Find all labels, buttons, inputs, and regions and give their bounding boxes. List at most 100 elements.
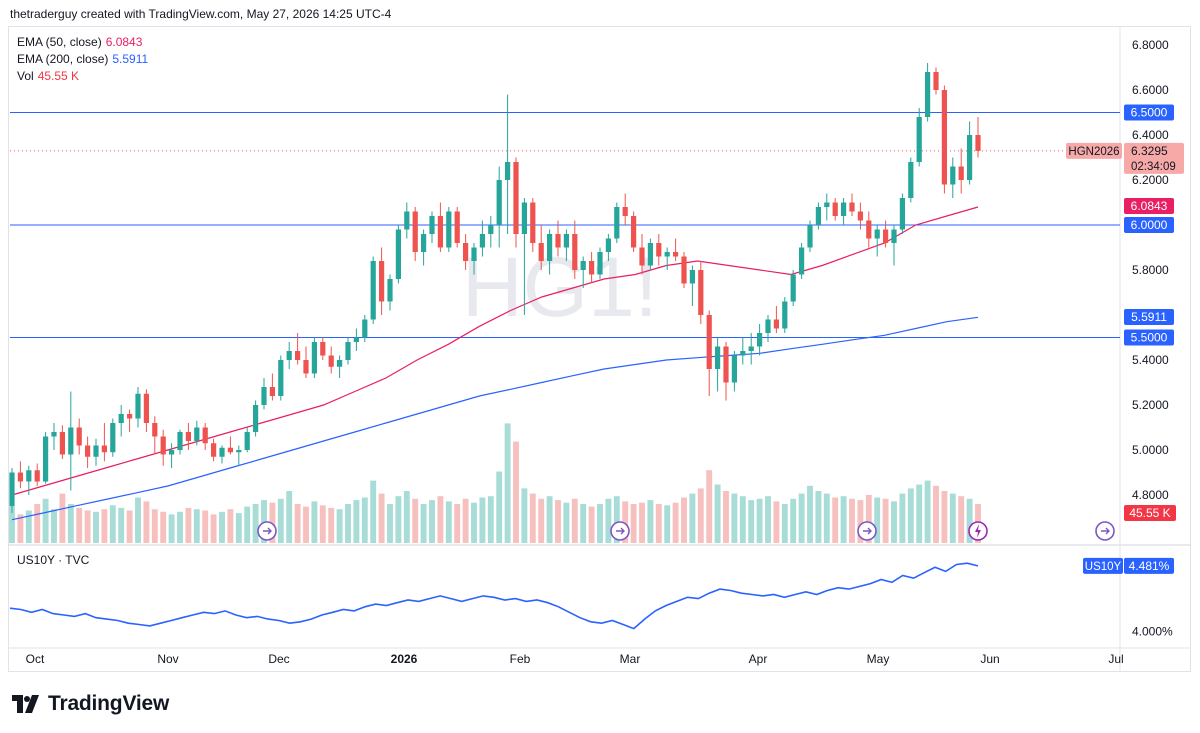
volume-bar	[93, 511, 99, 543]
volume-bar	[622, 501, 629, 543]
bar-countdown-label: 02:34:09	[1131, 161, 1176, 173]
candle-body	[950, 166, 956, 185]
candle-body	[202, 427, 208, 444]
volume-bar	[840, 496, 847, 543]
time-tick-label: Jun	[980, 652, 999, 666]
candle-body	[891, 229, 897, 243]
volume-bar	[42, 498, 49, 543]
tradingview-logo-icon	[12, 695, 39, 713]
candle-body	[320, 342, 326, 356]
candle-body	[177, 432, 183, 450]
volume-bar	[555, 500, 561, 543]
candle-body	[630, 216, 637, 248]
arrow-glyph	[863, 527, 872, 535]
legend-volume[interactable]: Vol 45.55 K	[17, 68, 79, 84]
us10y-pane[interactable]: 4.000% US10Y 4.481%	[9, 557, 1174, 638]
legend-ema200[interactable]: EMA (200, close) 5.5911	[17, 51, 148, 67]
candle-body	[462, 243, 469, 261]
volume-bar	[177, 511, 183, 543]
volume-bar	[395, 496, 402, 543]
volume-bar	[966, 498, 973, 543]
volume-bar	[76, 507, 83, 543]
volume-bar	[151, 509, 158, 543]
candle-body	[101, 445, 108, 453]
level-label-bg	[1124, 104, 1174, 121]
volume-bar	[25, 510, 32, 543]
volume-bar	[135, 497, 141, 543]
time-axis[interactable]: Oct Nov Dec 2026 Feb Mar Apr May Jun Jul	[8, 647, 1191, 666]
volume-bar	[546, 496, 553, 543]
level-label: 6.0000	[1131, 218, 1168, 232]
volume-bar	[219, 511, 225, 543]
volume-last-label-bg	[1124, 505, 1176, 521]
volume-bar	[874, 497, 881, 543]
volume-bar	[294, 504, 301, 543]
arrow-glyph	[1101, 527, 1110, 535]
candle-body	[538, 243, 544, 261]
price-tick-label: 5.8000	[1132, 263, 1169, 277]
volume-bar	[891, 501, 897, 543]
price-tick-label: 5.2000	[1132, 398, 1169, 412]
volume-bar	[832, 497, 839, 543]
candle-body	[748, 346, 754, 351]
volume-bar	[412, 498, 419, 543]
legend-ema50[interactable]: EMA (50, close) 6.0843	[17, 34, 142, 50]
candle-body	[286, 351, 292, 360]
candle-body	[731, 355, 738, 383]
volume-bar	[899, 493, 906, 543]
volume-bar	[160, 511, 167, 543]
candle-body	[899, 198, 906, 230]
candle-body	[580, 261, 586, 270]
volume-last-label: 45.55 K	[1129, 506, 1170, 520]
volume-bar	[168, 514, 175, 543]
arrow-glyph	[263, 527, 272, 535]
volume-bar	[849, 498, 855, 543]
volume-bar	[949, 493, 956, 543]
event-markers-group[interactable]	[257, 521, 1115, 541]
volume-bar	[706, 470, 713, 543]
candle-body	[706, 315, 712, 369]
volume-bar	[571, 498, 578, 543]
ema50-price-label: 6.0843	[1131, 199, 1168, 213]
volume-bar	[345, 504, 351, 543]
volume-bar	[252, 504, 259, 543]
tradingview-logo[interactable]: TradingView	[12, 692, 169, 716]
candle-body	[807, 225, 813, 248]
candle-body	[370, 261, 376, 320]
volume-bar	[378, 493, 385, 543]
volume-bar	[672, 502, 679, 543]
candle-body	[555, 234, 561, 248]
candle-body	[336, 360, 343, 367]
volume-bar	[689, 493, 696, 543]
volume-bar	[882, 498, 889, 543]
time-tick-label: Oct	[26, 652, 45, 666]
candle-body	[622, 207, 628, 216]
us10y-symbol-tag: US10Y	[1085, 561, 1122, 573]
candle-body	[866, 220, 872, 239]
volume-bar	[496, 471, 503, 543]
level-label: 5.5000	[1131, 331, 1168, 345]
volume-bar	[630, 504, 637, 543]
candle-body	[916, 117, 922, 162]
candle-body	[404, 211, 410, 230]
volume-bar	[639, 502, 645, 543]
ema-lines-group	[11, 206, 979, 521]
volume-bar	[202, 510, 209, 543]
us10y-symbol-tag-bg	[1083, 557, 1123, 574]
legend-us10y[interactable]: US10Y · TVC	[17, 552, 89, 568]
volume-bar	[210, 514, 217, 543]
candle-body	[958, 166, 964, 180]
legend-ema50-value: 6.0843	[105, 35, 143, 49]
candle-body	[815, 207, 822, 225]
volume-bar	[857, 500, 864, 543]
candle-body	[908, 162, 914, 198]
candle-body	[420, 234, 427, 252]
volume-bar	[261, 500, 267, 543]
candle-body	[504, 162, 511, 180]
candle-body	[479, 234, 486, 248]
candle-body	[152, 423, 158, 437]
candle-body	[740, 351, 746, 356]
volume-bar	[126, 510, 133, 543]
price-scale-labels: 6.5000 6.0000 5.5000 6.0843 5.5911 HGN2026 6.3…	[1066, 104, 1184, 521]
